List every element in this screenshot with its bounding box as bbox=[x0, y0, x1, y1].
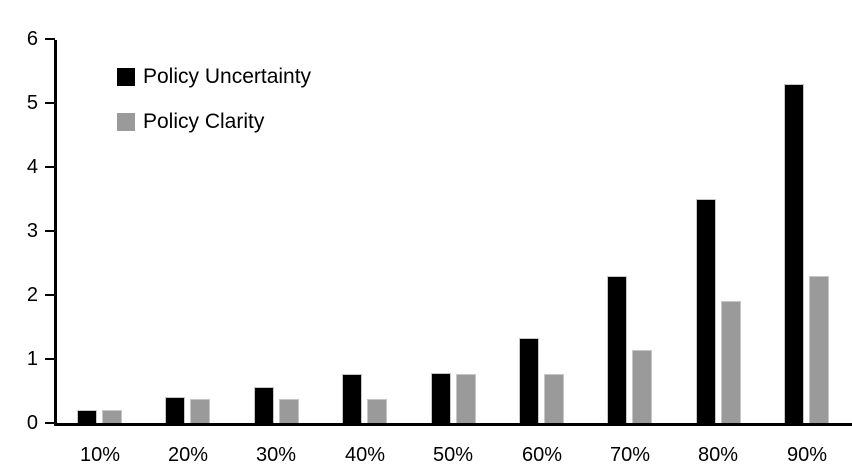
x-axis-category-label: 50% bbox=[432, 444, 474, 466]
bar-policy-clarity-20% bbox=[190, 399, 210, 423]
legend-item-policy-clarity: Policy Clarity bbox=[117, 110, 265, 133]
y-axis-tick-mark bbox=[45, 422, 55, 424]
y-axis-tick-label: 4 bbox=[26, 156, 38, 178]
x-axis-category-label: 70% bbox=[609, 444, 651, 466]
bar-policy-uncertainty-60% bbox=[519, 338, 539, 423]
y-axis-tick-mark bbox=[45, 294, 55, 296]
bar-policy-uncertainty-70% bbox=[607, 276, 627, 423]
legend-label-policy-uncertainty: Policy Uncertainty bbox=[143, 65, 312, 88]
legend-item-policy-uncertainty: Policy Uncertainty bbox=[117, 65, 312, 88]
bar-policy-clarity-80% bbox=[721, 301, 741, 423]
y-axis-tick-label: 2 bbox=[26, 284, 38, 306]
policy-uncertainty-swatch bbox=[117, 68, 135, 86]
y-axis-tick-mark bbox=[45, 230, 55, 232]
x-axis-category-label: 20% bbox=[167, 444, 209, 466]
bar-policy-clarity-70% bbox=[632, 350, 652, 423]
bar-policy-clarity-40% bbox=[367, 399, 387, 423]
bar-policy-uncertainty-50% bbox=[431, 373, 451, 423]
y-axis-tick-mark bbox=[45, 358, 55, 360]
y-axis-line bbox=[54, 40, 57, 426]
y-axis-tick-label: 0 bbox=[26, 412, 38, 434]
bar-policy-clarity-50% bbox=[456, 374, 476, 423]
y-axis-tick-label: 3 bbox=[26, 220, 38, 242]
policy-clarity-swatch bbox=[117, 113, 135, 131]
y-axis-tick-mark bbox=[45, 166, 55, 168]
y-axis-tick-mark bbox=[45, 38, 55, 40]
bar-policy-clarity-90% bbox=[809, 276, 829, 423]
y-axis-tick-label: 6 bbox=[26, 28, 38, 50]
legend-label-policy-clarity: Policy Clarity bbox=[143, 110, 265, 133]
bar-policy-uncertainty-20% bbox=[165, 397, 185, 423]
x-axis-category-label: 10% bbox=[79, 444, 121, 466]
bar-policy-clarity-10% bbox=[102, 410, 122, 423]
y-axis-tick-mark bbox=[45, 102, 55, 104]
bar-policy-uncertainty-90% bbox=[784, 84, 804, 423]
bar-policy-uncertainty-40% bbox=[342, 374, 362, 423]
x-axis-category-label: 60% bbox=[521, 444, 563, 466]
x-axis-category-label: 40% bbox=[344, 444, 386, 466]
bar-policy-uncertainty-10% bbox=[77, 410, 97, 423]
x-axis-category-label: 90% bbox=[786, 444, 828, 466]
bar-policy-clarity-60% bbox=[544, 374, 564, 423]
x-axis-category-label: 30% bbox=[255, 444, 297, 466]
x-axis-category-label: 80% bbox=[697, 444, 739, 466]
bar-policy-clarity-30% bbox=[279, 399, 299, 423]
bar-policy-uncertainty-30% bbox=[254, 387, 274, 423]
bar-policy-uncertainty-80% bbox=[696, 199, 716, 423]
y-axis-tick-label: 1 bbox=[26, 348, 38, 370]
y-axis-tick-label: 5 bbox=[26, 92, 38, 114]
x-axis-line bbox=[54, 423, 852, 426]
